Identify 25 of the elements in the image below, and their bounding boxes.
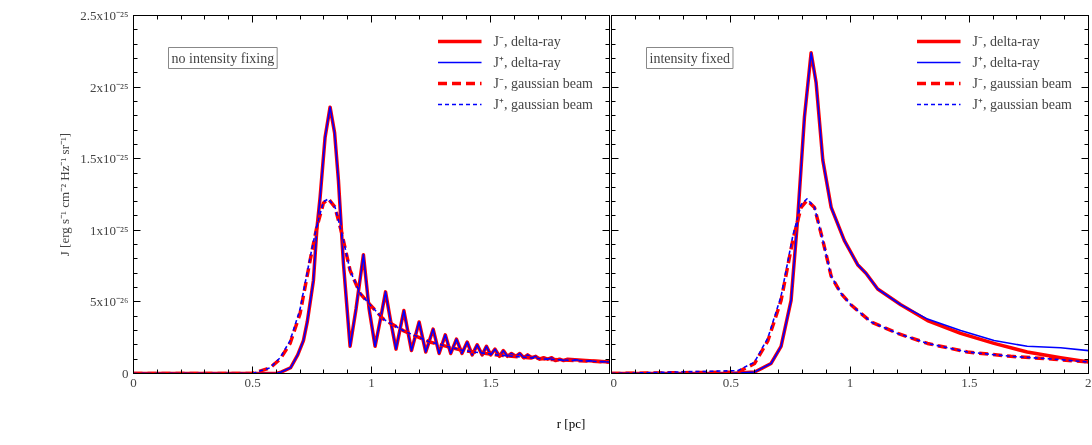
x-axis-title: r [pc] xyxy=(556,415,586,433)
annotation: intensity fixed xyxy=(649,50,730,66)
legend-label: J⁺, gaussian beam xyxy=(972,96,1072,113)
y-tick-label: 2x10⁻²⁵ xyxy=(90,79,129,95)
y-tick-label: 1x10⁻²⁵ xyxy=(90,222,129,238)
x-tick-label: 1.5 xyxy=(961,374,978,390)
legend-label: J⁻, gaussian beam xyxy=(972,75,1072,92)
y-tick-label: 5x10⁻²⁶ xyxy=(90,294,129,310)
y-axis-title: J [erg s⁻¹ cm⁻² Hz⁻¹ sr⁻¹] xyxy=(57,132,73,257)
legend-label: J⁺, gaussian beam xyxy=(493,96,593,113)
legend-label: J⁺, delta-ray xyxy=(972,54,1040,71)
x-tick-label: 1 xyxy=(368,374,375,390)
annotation: no intensity fixing xyxy=(171,50,275,66)
legend-label: J⁻, delta-ray xyxy=(493,33,561,50)
x-tick-label: 1 xyxy=(846,374,854,390)
legend-label: J⁺, delta-ray xyxy=(493,54,561,71)
x-tick-label: 0.5 xyxy=(722,374,739,390)
legend-label: J⁻, gaussian beam xyxy=(493,75,593,92)
x-tick-label: 0.5 xyxy=(244,374,261,390)
x-tick-label: 1.5 xyxy=(482,374,499,390)
legend-label: J⁻, delta-ray xyxy=(972,33,1040,50)
y-tick-label: 1.5x10⁻²⁵ xyxy=(80,151,129,167)
x-tick-label: 2 xyxy=(1085,374,1092,390)
y-tick-label: 2.5x10⁻²⁵ xyxy=(80,8,129,23)
x-tick-label: 0 xyxy=(610,374,617,390)
